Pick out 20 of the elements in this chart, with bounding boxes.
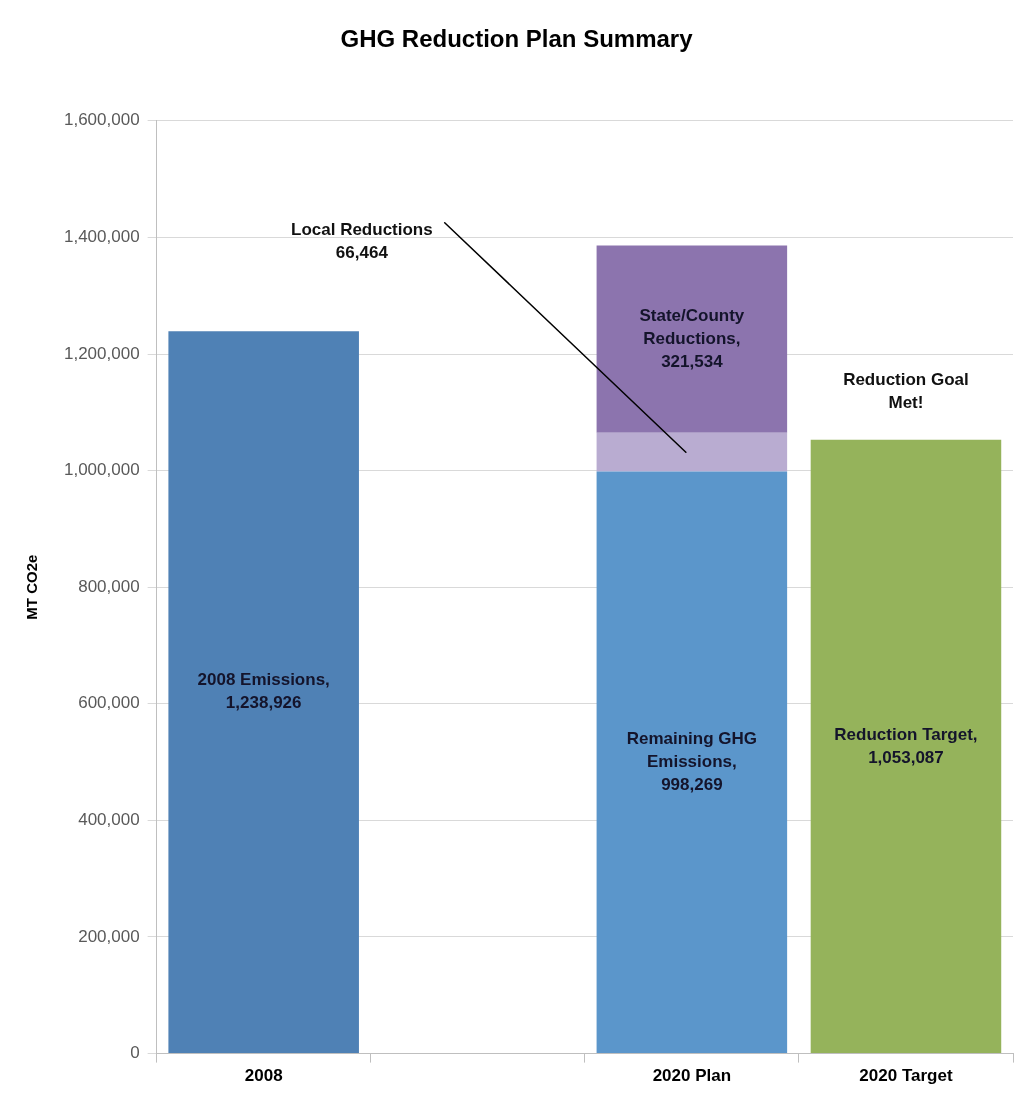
- y-tick-label: 1,200,000: [63, 343, 140, 363]
- data-label: 2008 Emissions, 1,238,926: [197, 670, 330, 713]
- x-tick-label: 2020 Plan: [652, 1066, 732, 1086]
- data-label: Local Reductions 66,464: [291, 220, 433, 263]
- y-tick-label: 1,400,000: [63, 227, 140, 247]
- annotation: Reduction Goal Met!: [843, 370, 969, 413]
- y-tick-label: 0: [130, 1043, 140, 1063]
- y-tick-label: 200,000: [78, 926, 140, 946]
- data-label: State/County Reductions, 321,534: [639, 305, 745, 371]
- y-tick-label: 600,000: [78, 693, 140, 713]
- x-tick-label: 2008: [244, 1066, 283, 1086]
- data-label: Reduction Target, 1,053,087: [834, 724, 978, 767]
- y-tick-label: 400,000: [78, 810, 140, 830]
- y-axis-title: MT CO2e: [23, 554, 41, 620]
- y-tick-label: 1,600,000: [63, 110, 140, 130]
- data-label: Remaining GHG Emissions, 998,269: [626, 729, 758, 795]
- x-tick-label: 2020 Target: [859, 1066, 953, 1086]
- chart-title: GHG Reduction Plan Summary: [340, 25, 694, 53]
- y-tick-label: 1,000,000: [63, 460, 140, 480]
- y-tick-label: 800,000: [78, 576, 140, 596]
